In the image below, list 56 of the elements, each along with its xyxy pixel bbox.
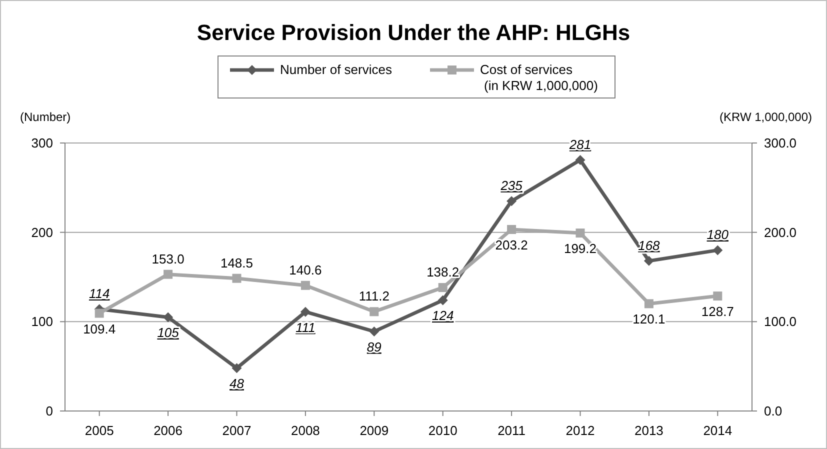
y2-tick-label: 100.0 — [764, 314, 797, 330]
point — [232, 363, 242, 374]
point — [163, 312, 174, 322]
x-tick-label: 2008 — [290, 423, 320, 438]
data-label: 140.6 — [289, 262, 322, 278]
point — [164, 270, 173, 279]
point — [94, 308, 104, 318]
point — [576, 228, 585, 238]
data-label: 203.2 — [495, 237, 528, 252]
y2-axis-title: (KRW 1,000,000) — [720, 110, 812, 124]
data-label: 153.0 — [152, 251, 184, 266]
point — [575, 154, 586, 165]
data-label: 111.2 — [358, 288, 390, 304]
point — [507, 224, 516, 234]
y-tick-label: 200 — [31, 224, 53, 240]
x-tick-label: 2005 — [84, 423, 114, 438]
point — [300, 280, 310, 290]
legend-label: Cost of services (in KRW 1,000,000) — [480, 62, 598, 93]
point — [644, 299, 654, 308]
x-tick-label: 2009 — [360, 423, 389, 438]
y-tick-label: 100 — [31, 314, 53, 330]
data-label: 199.2 — [564, 241, 597, 256]
x-tick-label: 2010 — [428, 423, 458, 438]
point — [712, 245, 723, 256]
y2-tick-label: 0.0 — [764, 404, 782, 418]
legend-label: Number of services — [280, 62, 392, 77]
y2-tick-label: 300.0 — [764, 136, 797, 150]
point — [644, 256, 654, 266]
chart-title: Service Provision Under the AHP: HLGHs — [196, 20, 630, 45]
y-tick-label: 300 — [31, 136, 53, 150]
x-tick-label: 2006 — [154, 423, 183, 438]
y-tick-label: 0 — [46, 404, 53, 418]
data-label: 138.2 — [426, 264, 460, 280]
data-label: 148.5 — [220, 255, 254, 270]
point — [506, 196, 517, 206]
data-label: 48 — [230, 376, 245, 392]
point — [370, 307, 379, 316]
y-axis-title: (Number) — [20, 110, 71, 124]
y2-tick-label: 200.0 — [764, 224, 797, 240]
point — [300, 306, 310, 317]
data-label: 109.4 — [83, 321, 116, 336]
x-tick-label: 2012 — [566, 423, 595, 438]
data-label: 124 — [432, 308, 454, 324]
data-label: 111 — [296, 320, 316, 335]
x-tick-label: 2014 — [703, 423, 732, 438]
data-label: 128.7 — [701, 304, 734, 320]
point — [369, 326, 380, 336]
x-tick-label: 2007 — [222, 423, 252, 438]
point — [438, 283, 448, 292]
point — [438, 295, 448, 306]
x-tick-label: 2011 — [498, 423, 526, 438]
data-label: 89 — [366, 339, 382, 354]
x-tick-label: 2013 — [634, 423, 664, 438]
point — [713, 292, 722, 301]
point — [232, 274, 242, 283]
data-label: 120.1 — [632, 312, 666, 327]
